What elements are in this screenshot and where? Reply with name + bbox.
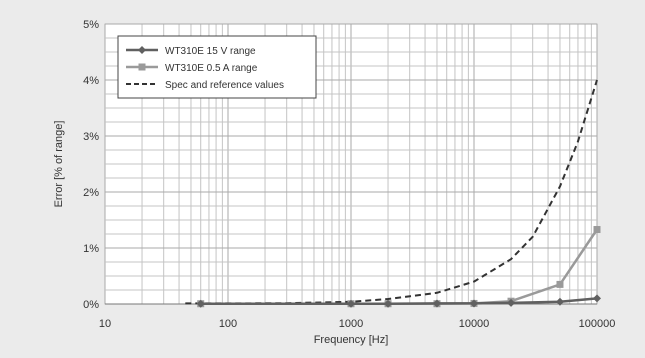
x-axis-ticks: 10 100 1000 10000 100000 [99, 318, 615, 330]
legend-label: WT310E 15 V range [165, 46, 256, 57]
legend-item: WT310E 0.5 A range [126, 63, 258, 74]
data-point [384, 299, 393, 308]
data-point [593, 294, 601, 303]
y-axis-ticks: 0% 1% 2% 3% 4% 5% [83, 19, 99, 311]
x-tick-label: 10000 [459, 318, 490, 330]
data-point [470, 299, 478, 308]
series-0 [196, 294, 601, 308]
data-point [555, 297, 564, 306]
legend-label: Spec and reference values [165, 80, 284, 91]
data-point [593, 226, 601, 234]
data-point [196, 299, 205, 308]
legend-marker [138, 46, 146, 54]
data-point [347, 299, 355, 308]
legend-marker [138, 63, 146, 71]
series-layer [185, 79, 601, 308]
data-point [507, 298, 516, 307]
x-tick-label: 100000 [579, 318, 616, 330]
y-tick-label: 5% [83, 19, 99, 31]
legend: WT310E 15 V range WT310E 0.5 A range Spec … [117, 35, 317, 99]
y-tick-label: 2% [83, 187, 99, 199]
y-axis-label: Error [% of range] [53, 121, 65, 208]
series-line [200, 297, 598, 305]
x-tick-label: 1000 [339, 318, 363, 330]
legend-item: Spec and reference values [126, 80, 284, 91]
legend-item: WT310E 15 V range [126, 46, 256, 57]
x-tick-label: 10 [99, 318, 111, 330]
data-point [556, 280, 564, 288]
y-tick-label: 3% [83, 131, 99, 143]
legend-label: WT310E 0.5 A range [165, 63, 258, 74]
data-point [432, 299, 441, 308]
y-tick-label: 0% [83, 299, 99, 311]
x-tick-label: 100 [219, 318, 237, 330]
y-tick-label: 4% [83, 75, 99, 87]
y-tick-label: 1% [83, 243, 99, 255]
x-axis-label: Frequency [Hz] [314, 334, 389, 346]
